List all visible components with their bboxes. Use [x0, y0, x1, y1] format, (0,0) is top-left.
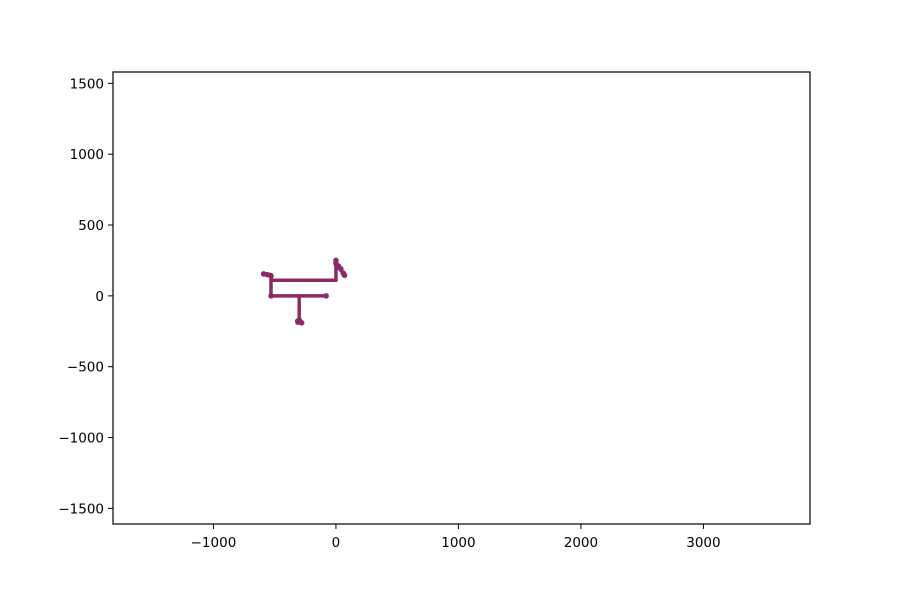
- y-axis: 1500 1000 500 0 −500 −1000 −1500: [58, 76, 113, 517]
- x-axis: −1000 0 1000 2000 3000: [191, 524, 721, 551]
- y-tick-label: 0: [95, 289, 104, 305]
- axes-frame: [112, 71, 811, 525]
- x-tick-label: 2000: [564, 535, 598, 551]
- series-layer: [260, 257, 348, 326]
- data-point: [268, 293, 274, 299]
- x-tick-label: 1000: [441, 535, 475, 551]
- data-point: [298, 319, 305, 326]
- y-tick-label: 1500: [70, 76, 104, 92]
- data-point: [338, 266, 344, 272]
- plot-area: [112, 71, 811, 525]
- x-tick-label: 0: [332, 535, 341, 551]
- data-point: [341, 272, 348, 279]
- x-tick-label: −1000: [191, 535, 237, 551]
- y-tick-label: −1000: [58, 431, 104, 447]
- y-tick-label: −500: [67, 360, 104, 376]
- data-point: [323, 293, 329, 299]
- y-tick-label: 500: [78, 218, 104, 234]
- y-tick-label: −1500: [58, 501, 104, 517]
- y-tick-label: 1000: [70, 147, 104, 163]
- data-point: [268, 273, 274, 279]
- x-tick-label: 3000: [686, 535, 720, 551]
